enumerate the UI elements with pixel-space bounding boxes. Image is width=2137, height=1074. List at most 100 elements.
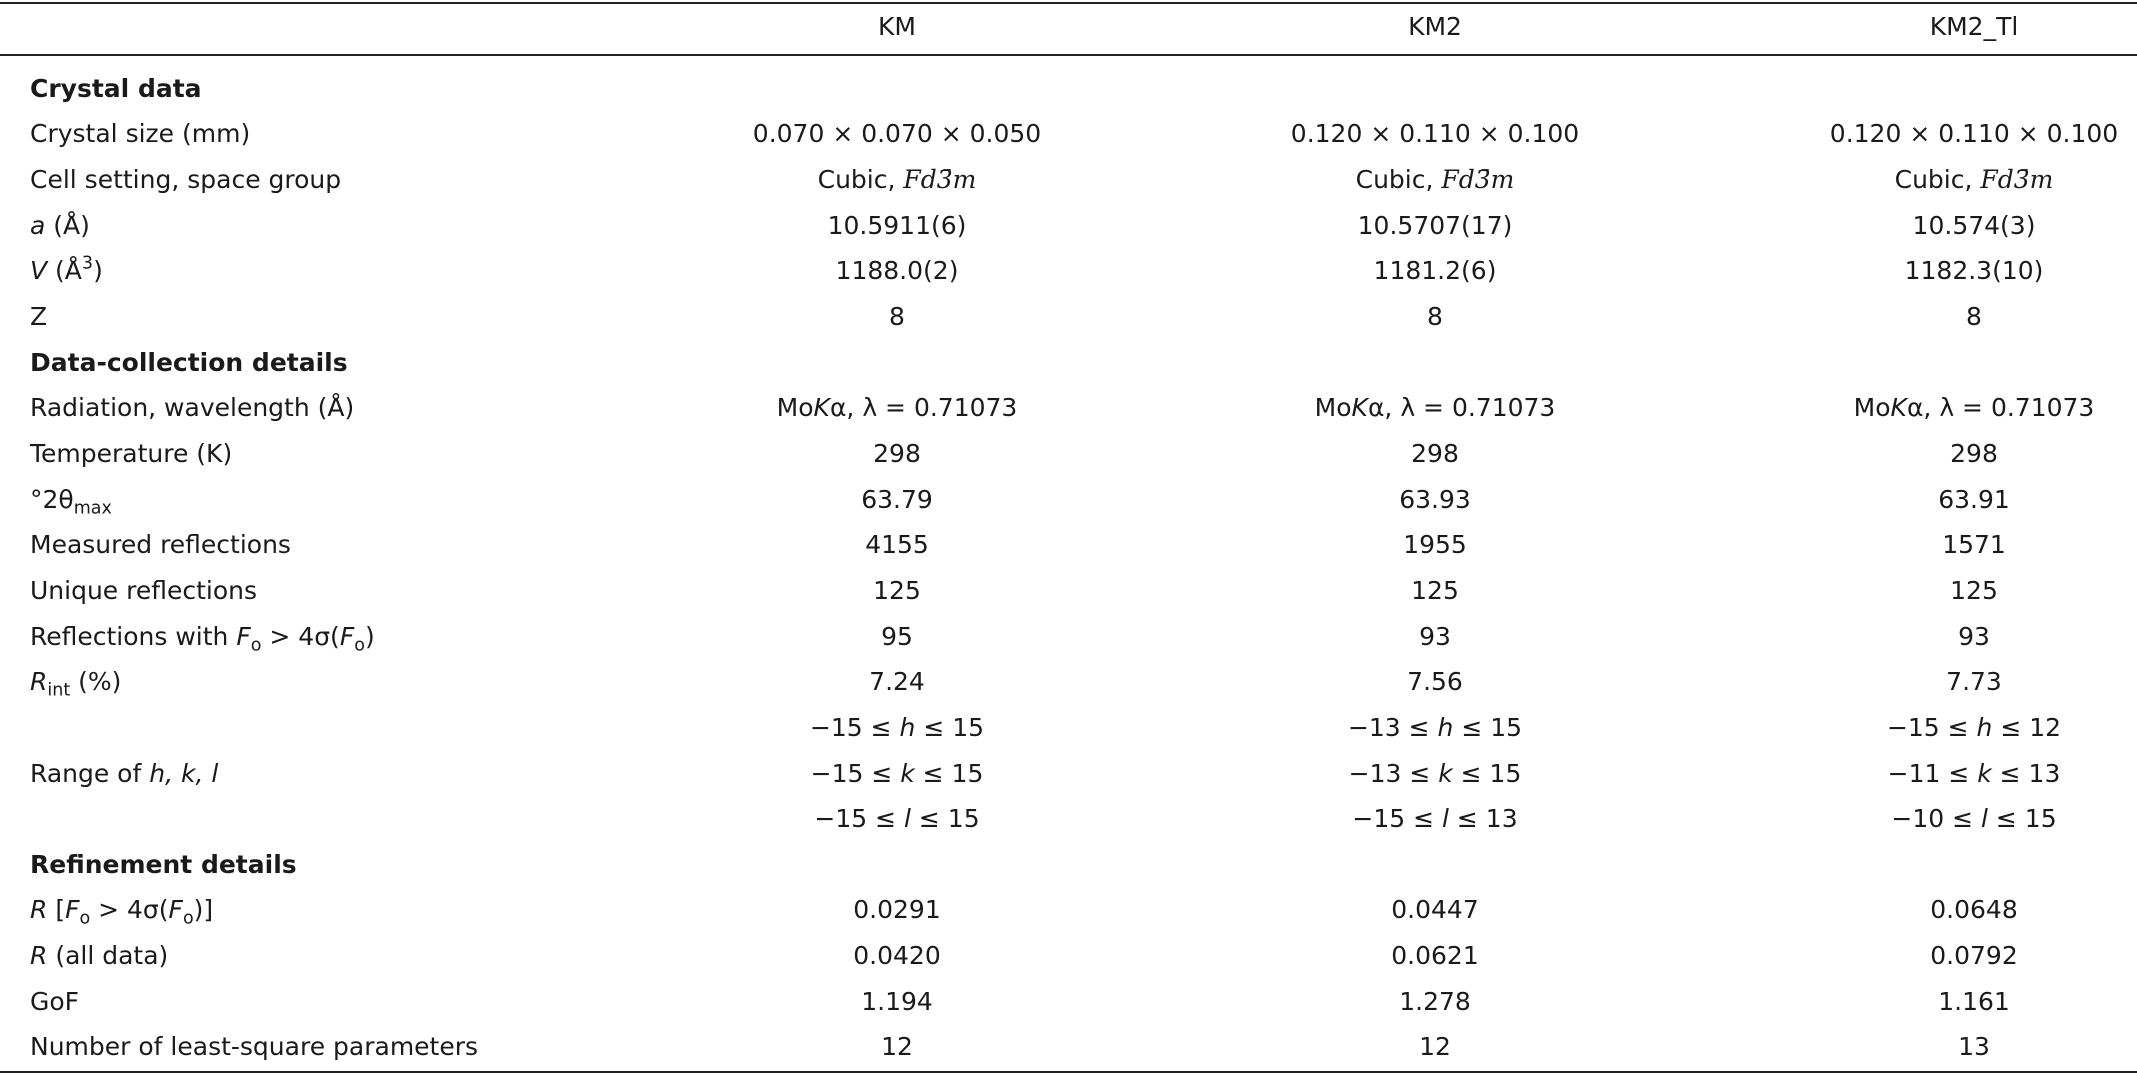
cell: 7.73 <box>1946 659 2002 705</box>
text: KM2 <box>1408 12 1462 41</box>
cell: 1188.0(2) <box>836 248 959 294</box>
text: Number of least-square parameters <box>30 1032 479 1062</box>
cell: −11 ≤ k ≤ 13 <box>1888 751 2061 797</box>
text: ) <box>93 256 103 286</box>
text: −15 ≤ <box>1352 804 1442 834</box>
text-sup: 3 <box>81 253 94 274</box>
column-header: KM2 <box>1408 4 1462 50</box>
cell: 13 <box>1958 1024 1990 1070</box>
text: Mo <box>1853 393 1891 423</box>
text-i: k <box>1438 758 1453 788</box>
row-label: Number of least-square parameters <box>30 1024 478 1070</box>
text: 298 <box>1411 438 1459 468</box>
row-label: GoF <box>30 979 79 1025</box>
row-label: Reflections with Fo > 4σ(Fo) <box>30 614 375 660</box>
cell: 0.120 × 0.110 × 0.100 <box>1291 111 1579 157</box>
text-i: K <box>813 393 830 423</box>
cell: 95 <box>881 614 913 660</box>
text: (Å <box>47 256 82 286</box>
cell: 4155 <box>865 522 929 568</box>
text: Cell setting, space group <box>30 164 342 194</box>
text-i: l <box>1981 804 1988 834</box>
text-sub: o <box>250 634 262 655</box>
text-i: h <box>1437 712 1454 742</box>
text-i: R <box>30 667 48 697</box>
text: 0.120 × 0.110 × 0.100 <box>1290 119 1580 149</box>
text: −15 ≤ <box>1886 712 1977 742</box>
text: (Å) <box>45 210 90 240</box>
text: 0.070 × 0.070 × 0.050 <box>752 119 1042 149</box>
row-label: V (Å3) <box>30 248 103 294</box>
row-label: a (Å) <box>30 203 90 249</box>
cell: 125 <box>1950 568 1998 614</box>
text: Cubic, <box>1355 164 1442 194</box>
text: 10.574(3) <box>1912 210 2036 240</box>
text: 298 <box>1950 438 1998 468</box>
text: 63.79 <box>861 484 933 514</box>
text: ≤ 15 <box>915 712 985 742</box>
text-math: Fd3̄m <box>1441 164 1515 194</box>
section-title: Refinement details <box>30 842 297 888</box>
cell: 0.120 × 0.110 × 0.100 <box>1830 111 2118 157</box>
cell: 0.0792 <box>1930 933 2017 979</box>
text-i: V <box>30 256 48 286</box>
row-label: Cell setting, space group <box>30 157 341 203</box>
text-sub: o <box>79 908 91 929</box>
text: 7.56 <box>1407 667 1463 697</box>
text-i: F <box>339 621 355 651</box>
cell: 0.0291 <box>853 887 940 933</box>
text-i: h, k, l <box>149 758 219 788</box>
text: 8 <box>1966 301 1982 331</box>
text: GoF <box>30 986 80 1016</box>
cell: 1.278 <box>1399 979 1471 1025</box>
column-header: KM2_Tl <box>1930 4 2019 50</box>
text: 125 <box>1950 575 1998 605</box>
cell: 63.93 <box>1399 477 1471 523</box>
row-label: R (all data) <box>30 933 168 979</box>
row-label: Rint (%) <box>30 659 121 705</box>
cell: 93 <box>1958 614 1990 660</box>
cell: 8 <box>1427 294 1443 340</box>
text: ≤ 13 <box>1991 758 2061 788</box>
cell: MoKα, λ = 0.71073 <box>1315 385 1556 431</box>
cell: Cubic, Fd3̄m <box>1356 157 1515 203</box>
cell: 0.070 × 0.070 × 0.050 <box>753 111 1041 157</box>
text: Reflections with <box>30 621 237 651</box>
cell: 298 <box>873 431 921 477</box>
text: Cubic, <box>817 164 904 194</box>
text: 8 <box>889 301 905 331</box>
text: ≤ 13 <box>1448 804 1518 834</box>
text-i: a <box>30 210 46 240</box>
text: 0.0648 <box>1930 895 2018 925</box>
text: −15 ≤ <box>814 804 904 834</box>
text: 125 <box>873 575 921 605</box>
row-label: Radiation, wavelength (Å) <box>30 385 354 431</box>
cell: 7.56 <box>1407 659 1463 705</box>
cell: 10.5911(6) <box>828 203 967 249</box>
cell: 8 <box>889 294 905 340</box>
cell: Cubic, Fd3̄m <box>818 157 977 203</box>
text: ≤ 15 <box>1987 804 2057 834</box>
section-title: Crystal data <box>30 66 202 112</box>
header-rule <box>0 54 2137 56</box>
cell: −15 ≤ k ≤ 15 <box>811 751 984 797</box>
text: 10.5911(6) <box>827 210 967 240</box>
cell: 1182.3(10) <box>1905 248 2044 294</box>
text-i: K <box>1351 393 1368 423</box>
text: −13 ≤ <box>1347 712 1438 742</box>
text: 13 <box>1958 1032 1990 1062</box>
row-label: R [Fo > 4σ(Fo)] <box>30 887 213 933</box>
text-i: l <box>1442 804 1449 834</box>
cell: Cubic, Fd3̄m <box>1895 157 2054 203</box>
text: ≤ 15 <box>914 758 984 788</box>
cell: −15 ≤ l ≤ 13 <box>1352 796 1517 842</box>
text: 1181.2(6) <box>1373 256 1497 286</box>
text: ) <box>364 621 375 651</box>
text: 1955 <box>1403 530 1467 560</box>
cell: 125 <box>1411 568 1459 614</box>
text: 1.161 <box>1938 986 2010 1016</box>
text: (all data) <box>47 941 169 971</box>
cell: 298 <box>1950 431 1998 477</box>
text: Refinement details <box>30 849 297 879</box>
text-sub: o <box>182 908 194 929</box>
